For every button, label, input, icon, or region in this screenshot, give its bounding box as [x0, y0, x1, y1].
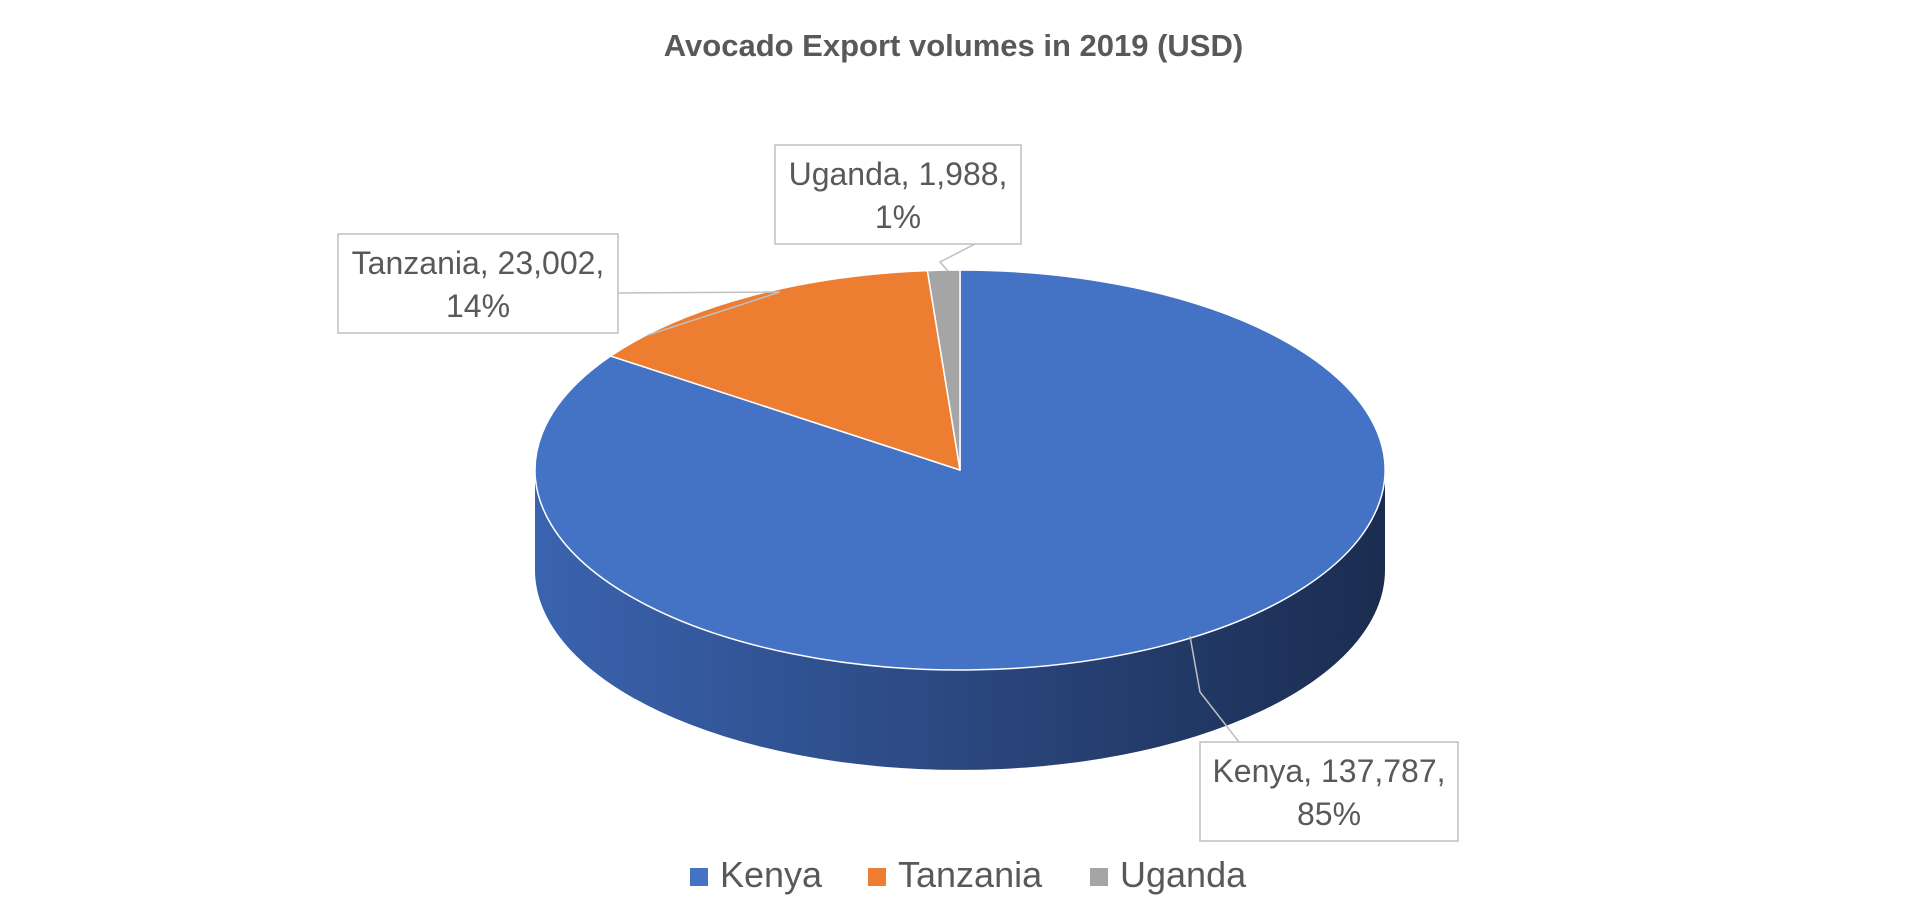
legend-label-uganda: Uganda	[1120, 854, 1247, 895]
legend-item-uganda[interactable]: Uganda	[1090, 854, 1247, 895]
pie-slice-tanzania[interactable]	[609, 269, 961, 471]
label-name-value-kenya: Kenya, 137,787,	[1212, 753, 1445, 789]
label-percent-uganda: 1%	[875, 199, 921, 235]
legend-item-tanzania[interactable]: Tanzania	[868, 854, 1043, 895]
leader-line-kenya	[1189, 635, 1240, 743]
chart-title: Avocado Export volumes in 2019 (USD)	[663, 28, 1244, 63]
label-percent-kenya: 85%	[1297, 796, 1361, 832]
data-label-uganda: Uganda, 1,988, 1%	[774, 144, 1022, 272]
legend-swatch-kenya	[690, 868, 708, 886]
legend-swatch-uganda	[1090, 868, 1108, 886]
label-name-value-tanzania: Tanzania, 23,002,	[352, 245, 605, 281]
label-box-tanzania	[337, 233, 619, 334]
legend: Kenya Tanzania Uganda	[690, 854, 1247, 895]
pie-side-kenya	[535, 470, 1385, 770]
leader-line-tanzania	[617, 291, 781, 336]
label-percent-tanzania: 14%	[446, 288, 510, 324]
label-name-value-uganda: Uganda, 1,988,	[789, 156, 1008, 192]
leader-line-uganda	[938, 243, 976, 272]
legend-label-tanzania: Tanzania	[898, 854, 1043, 895]
data-label-kenya: Kenya, 137,787, 85%	[1189, 635, 1459, 842]
pie-slice-uganda[interactable]	[926, 269, 961, 471]
legend-item-kenya[interactable]: Kenya	[690, 854, 823, 895]
legend-swatch-tanzania	[868, 868, 886, 886]
data-label-tanzania: Tanzania, 23,002, 14%	[337, 233, 781, 336]
label-box-uganda	[774, 144, 1022, 245]
legend-label-kenya: Kenya	[720, 854, 823, 895]
label-box-kenya	[1199, 741, 1459, 842]
